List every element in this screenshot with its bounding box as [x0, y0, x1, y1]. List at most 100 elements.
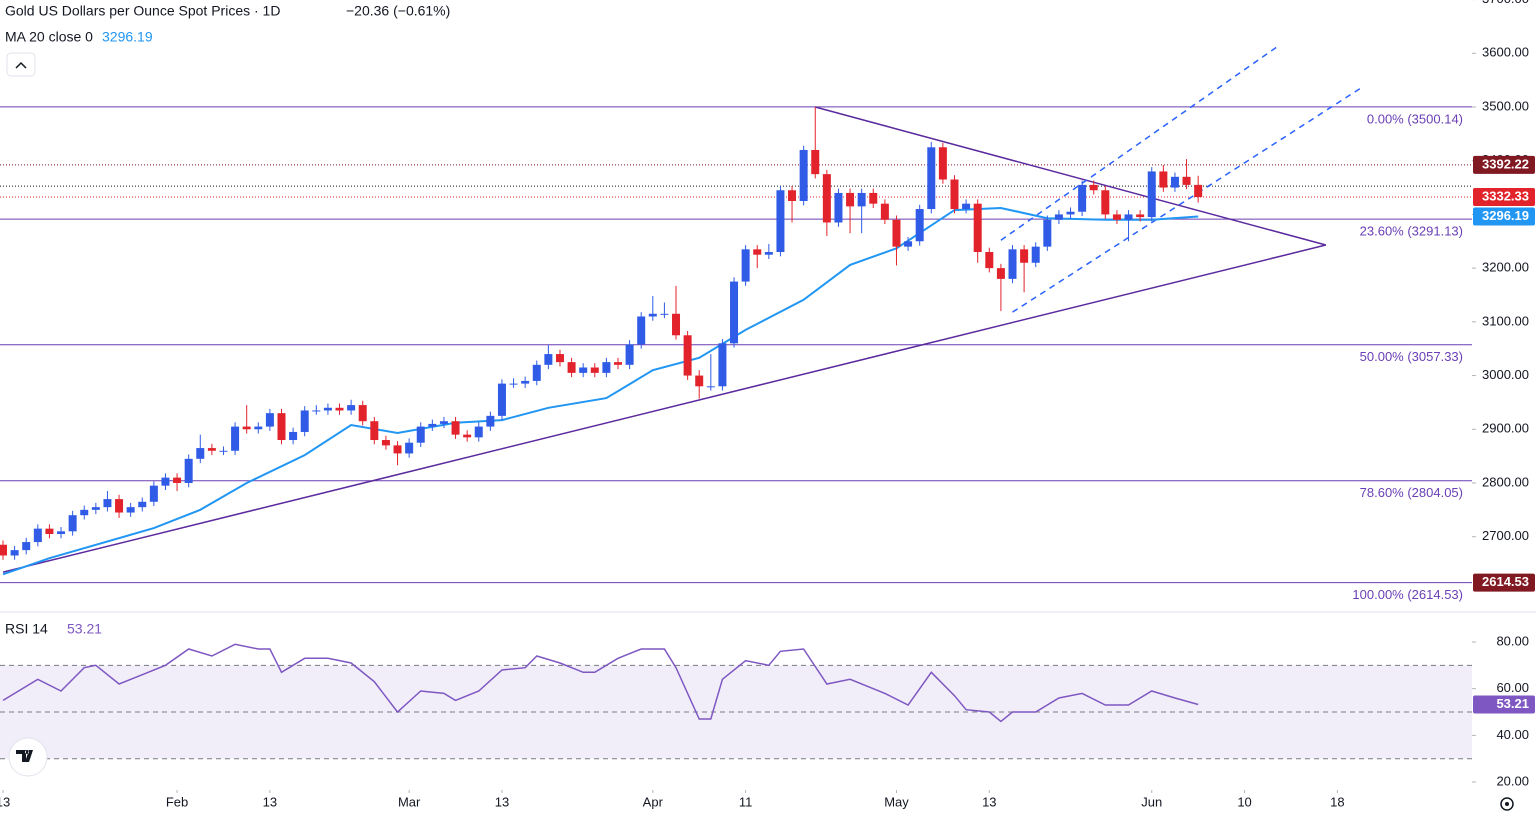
candle-body	[242, 426, 251, 430]
settings-icon[interactable]	[1500, 797, 1514, 811]
candle-body	[428, 423, 437, 427]
candle-body	[799, 149, 808, 201]
candle-body	[950, 179, 959, 210]
candle-body	[196, 448, 205, 459]
candle-body	[869, 192, 878, 204]
ma-line	[2, 206, 1199, 576]
candle-body	[521, 380, 530, 384]
candle-body	[219, 450, 228, 452]
candle-body	[1089, 184, 1098, 191]
candle-body	[451, 421, 460, 435]
x-tick-label: May	[884, 794, 909, 809]
y-tick-label: 3000.00	[1482, 367, 1529, 382]
candle-body	[416, 426, 425, 443]
rsi-y-tick-label: 80.00	[1496, 633, 1529, 648]
candle-body	[996, 268, 1005, 279]
candle-body	[161, 477, 170, 486]
candle-body	[509, 383, 518, 385]
rsi-y-tick-label: 20.00	[1496, 774, 1529, 789]
trend-line	[1012, 87, 1362, 313]
candle-body	[300, 410, 309, 432]
candle-body	[323, 407, 332, 411]
candle-body	[370, 421, 379, 441]
candle-body	[648, 313, 657, 317]
candle-body	[1182, 176, 1191, 185]
price-tag-label: 3392.22	[1482, 156, 1529, 171]
candle-body	[10, 550, 19, 556]
candle-body	[857, 192, 866, 207]
x-tick-label: 10	[1237, 794, 1251, 809]
price-tag	[1473, 155, 1535, 174]
candle-body	[0, 544, 8, 556]
candle-body	[1147, 171, 1156, 218]
y-tick-label: 2800.00	[1482, 474, 1529, 489]
candle-body	[254, 426, 263, 430]
x-tick-label: Feb	[166, 794, 188, 809]
candle-body	[486, 415, 495, 427]
candle-body	[1054, 214, 1063, 220]
candle-body	[68, 515, 77, 532]
candle-body	[660, 313, 669, 315]
rsi-tag	[1473, 695, 1535, 714]
rsi-y-tick-label: 60.00	[1496, 680, 1529, 695]
y-tick-label: 3200.00	[1482, 260, 1529, 275]
rsi-tag-label: 53.21	[1496, 696, 1529, 711]
candle-body	[1031, 246, 1040, 263]
candle-body	[184, 458, 193, 483]
candle-body	[637, 316, 646, 345]
candle-body	[173, 477, 182, 483]
x-tick-label: 13	[495, 794, 509, 809]
candle-body	[1159, 171, 1168, 188]
candle-body	[962, 203, 971, 210]
candle-body	[1020, 249, 1029, 263]
candle-body	[544, 354, 553, 365]
candle-body	[938, 147, 947, 180]
x-tick-label: Jun	[1141, 794, 1162, 809]
candle-body	[138, 501, 147, 508]
candle-body	[590, 367, 599, 373]
candle-body	[672, 313, 681, 336]
candle-body	[103, 499, 112, 508]
candle-body	[474, 426, 483, 438]
candle-body	[788, 190, 797, 201]
candle-body	[335, 407, 344, 411]
candle-body	[358, 405, 367, 422]
fib-label: 23.60% (3291.13)	[1360, 224, 1463, 239]
candle-body	[811, 149, 820, 175]
x-tick-label: 18	[1330, 794, 1344, 809]
candle-body	[753, 249, 762, 255]
candle-body	[149, 485, 158, 502]
candle-body	[555, 354, 564, 363]
candle-body	[126, 507, 135, 513]
chart-title: Gold US Dollars per Ounce Spot Prices · …	[5, 3, 280, 19]
x-tick-label: Apr	[643, 794, 664, 809]
price-tag-label: 3332.33	[1482, 188, 1529, 203]
candle-body	[1008, 249, 1017, 279]
price-tag	[1473, 207, 1535, 226]
candle-body	[22, 542, 31, 551]
collapse-button[interactable]	[6, 52, 36, 77]
y-tick-label: 3100.00	[1482, 313, 1529, 328]
candle-body	[904, 241, 913, 247]
candle-body	[973, 203, 982, 253]
candle-body	[880, 203, 889, 220]
y-tick-label: 3500.00	[1482, 98, 1529, 113]
price-tag-label: 2614.53	[1482, 574, 1529, 589]
candle-body	[776, 190, 785, 253]
y-tick-label: 3600.00	[1482, 45, 1529, 60]
candle-body	[207, 448, 216, 451]
candle-body	[80, 509, 89, 516]
x-tick-label: 11	[739, 794, 753, 809]
candle-body	[57, 531, 66, 535]
candle-body	[393, 445, 402, 454]
price-tag-label: 3296.19	[1482, 208, 1529, 223]
candle-body	[822, 174, 831, 223]
candle-body	[405, 442, 414, 454]
candle-body	[834, 192, 843, 223]
price-tag	[1473, 188, 1535, 207]
candle-body	[915, 209, 924, 242]
collapse-icon	[15, 61, 27, 69]
candle-body	[532, 364, 541, 381]
